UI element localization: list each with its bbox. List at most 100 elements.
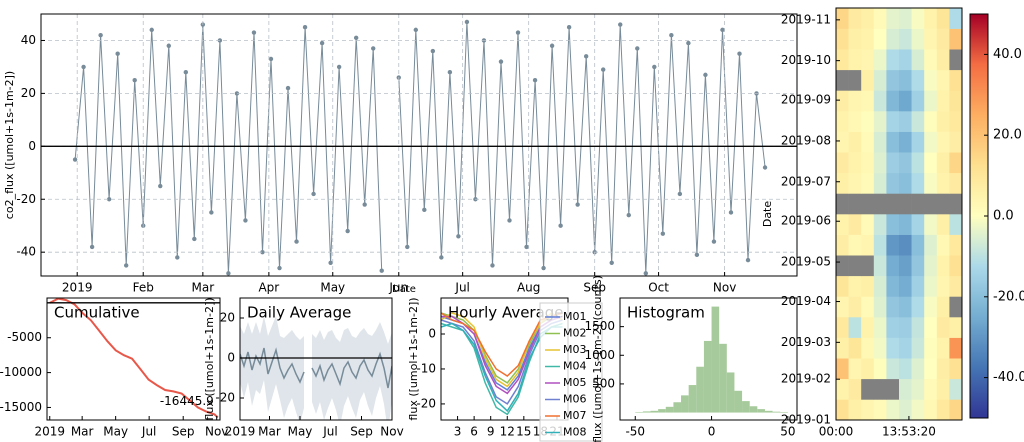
heat-cell xyxy=(936,90,950,112)
heat-cell xyxy=(873,275,887,297)
point xyxy=(379,268,384,273)
point xyxy=(711,239,717,244)
heat-cell xyxy=(949,172,963,194)
hist-bar xyxy=(780,411,788,413)
legend-label: M01 xyxy=(563,310,587,323)
heat-cell xyxy=(899,296,912,318)
heat-cell xyxy=(924,275,938,297)
heat-cell xyxy=(949,275,963,297)
plot-area xyxy=(49,298,219,419)
y-axis-label: flux ([umol+1s-1m-2] (counts) xyxy=(591,275,604,442)
point xyxy=(439,255,444,260)
heat-cell xyxy=(924,49,938,71)
heat-cell xyxy=(936,69,950,91)
x-tick-label: Apr xyxy=(258,281,279,295)
heat-cell xyxy=(836,172,849,194)
heat-cell xyxy=(861,296,875,318)
heat-cell xyxy=(861,317,875,338)
heat-cell xyxy=(911,296,925,318)
point xyxy=(728,210,734,215)
heat-cell xyxy=(873,399,887,421)
heat-cell xyxy=(886,172,900,194)
heat-cell xyxy=(899,69,912,91)
x-tick-label: Sep xyxy=(583,281,606,295)
x-tick-label: 15 xyxy=(516,425,531,439)
point xyxy=(456,234,461,239)
heat-cell xyxy=(886,111,900,132)
heat-cell xyxy=(873,90,887,112)
heat-cell xyxy=(861,214,875,235)
y-tick-label: 2019-10 xyxy=(781,53,831,67)
point xyxy=(745,257,751,263)
point xyxy=(635,46,640,51)
heat-cell xyxy=(899,255,912,277)
heat-cell xyxy=(949,90,963,112)
heat-cell xyxy=(836,214,849,235)
x-tick-label: 00:00 xyxy=(819,425,854,439)
heat-cell xyxy=(861,234,875,256)
panel-title: Cumulative xyxy=(54,304,140,322)
point xyxy=(166,43,171,48)
point xyxy=(268,56,274,62)
x-tick-label: 2019 xyxy=(225,425,256,439)
point xyxy=(115,51,120,56)
heat-cell xyxy=(936,255,950,277)
heat-cell xyxy=(949,193,963,215)
point xyxy=(158,183,163,189)
x-tick-label: 50 xyxy=(780,425,795,439)
heat-cell xyxy=(848,152,862,174)
heat-cell xyxy=(949,255,963,277)
heat-cell xyxy=(861,28,875,50)
point xyxy=(251,30,257,35)
panel-title: Hourly Average xyxy=(448,304,564,322)
heat-cell xyxy=(886,399,900,421)
point xyxy=(345,228,350,234)
heat-cell xyxy=(949,214,963,235)
heat-cell xyxy=(924,234,938,256)
heat-cell xyxy=(848,172,862,194)
heat-cell xyxy=(899,214,912,235)
heat-cell xyxy=(861,378,875,400)
heat-cell xyxy=(886,193,900,215)
heat-cell xyxy=(848,296,862,318)
y-tick-label: 2019-06 xyxy=(781,214,831,228)
hist-bar xyxy=(742,401,750,413)
point xyxy=(123,263,129,268)
heat-cell xyxy=(873,131,887,153)
y-tick-label: 2019-09 xyxy=(781,93,831,107)
heat-cell xyxy=(924,111,938,132)
spread-band xyxy=(240,316,304,420)
heat-cell xyxy=(936,378,950,400)
heat-cell xyxy=(936,214,950,235)
heat-cell xyxy=(949,69,963,91)
colorbar-tick-label: -20.0 xyxy=(993,289,1024,304)
colorbar-tick-label: 40.0 xyxy=(993,47,1022,62)
heat-cell xyxy=(886,49,900,71)
heat-cell xyxy=(861,275,875,297)
legend-label: M03 xyxy=(563,343,587,356)
x-tick-label: Nov xyxy=(205,425,228,439)
heat-cell xyxy=(848,399,862,421)
heat-cell xyxy=(848,275,862,297)
heat-cell xyxy=(936,28,950,50)
heat-cell xyxy=(911,275,925,297)
axes-frame xyxy=(239,297,393,421)
heat-cell xyxy=(899,275,912,297)
heat-cell xyxy=(924,28,938,50)
heat-cell xyxy=(836,358,849,380)
heat-cell xyxy=(911,214,925,235)
heat-cell xyxy=(911,28,925,50)
heat-cell xyxy=(886,69,900,91)
point xyxy=(515,30,521,35)
heat-cell xyxy=(848,234,862,256)
heat-cell xyxy=(886,90,900,112)
y-tick-label: 2019-11 xyxy=(781,12,831,26)
legend xyxy=(539,302,603,442)
point xyxy=(294,239,299,244)
heat-cell xyxy=(924,378,938,400)
y-tick-label: 40 xyxy=(21,33,36,47)
heat-cell xyxy=(899,234,912,256)
point xyxy=(149,27,154,33)
heat-cell xyxy=(911,337,925,359)
heat-cell xyxy=(861,255,875,277)
